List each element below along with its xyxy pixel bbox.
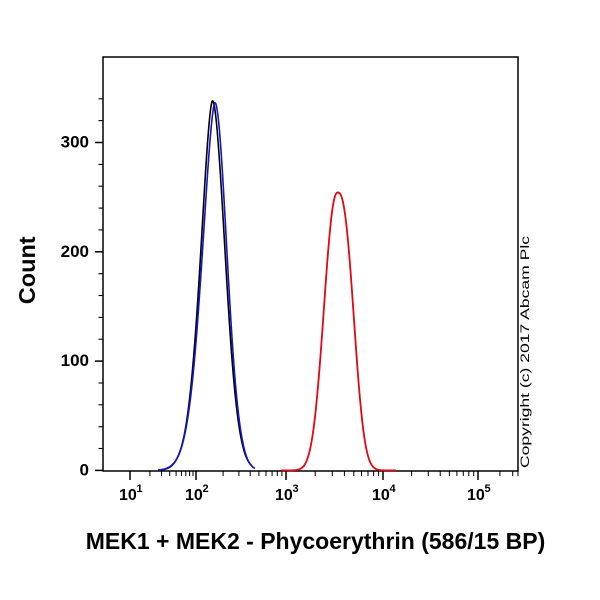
svg-text:10: 10 xyxy=(467,487,485,504)
svg-text:5: 5 xyxy=(485,483,491,495)
svg-text:100: 100 xyxy=(61,351,89,370)
svg-text:2: 2 xyxy=(203,483,209,495)
svg-text:Count: Count xyxy=(14,236,40,304)
svg-text:0: 0 xyxy=(80,460,89,479)
svg-text:10: 10 xyxy=(372,487,390,504)
svg-text:1: 1 xyxy=(137,483,143,495)
svg-text:10: 10 xyxy=(185,487,203,504)
svg-text:10: 10 xyxy=(275,487,293,504)
svg-text:200: 200 xyxy=(61,242,89,261)
svg-text:MEK1 + MEK2 - Phycoerythrin (5: MEK1 + MEK2 - Phycoerythrin (586/15 BP) xyxy=(86,528,546,554)
svg-text:Copyright (c) 2017 Abcam Plc: Copyright (c) 2017 Abcam Plc xyxy=(520,236,532,468)
svg-text:3: 3 xyxy=(293,483,299,495)
svg-text:4: 4 xyxy=(390,483,397,495)
svg-text:300: 300 xyxy=(61,133,89,152)
svg-text:10: 10 xyxy=(119,487,137,504)
